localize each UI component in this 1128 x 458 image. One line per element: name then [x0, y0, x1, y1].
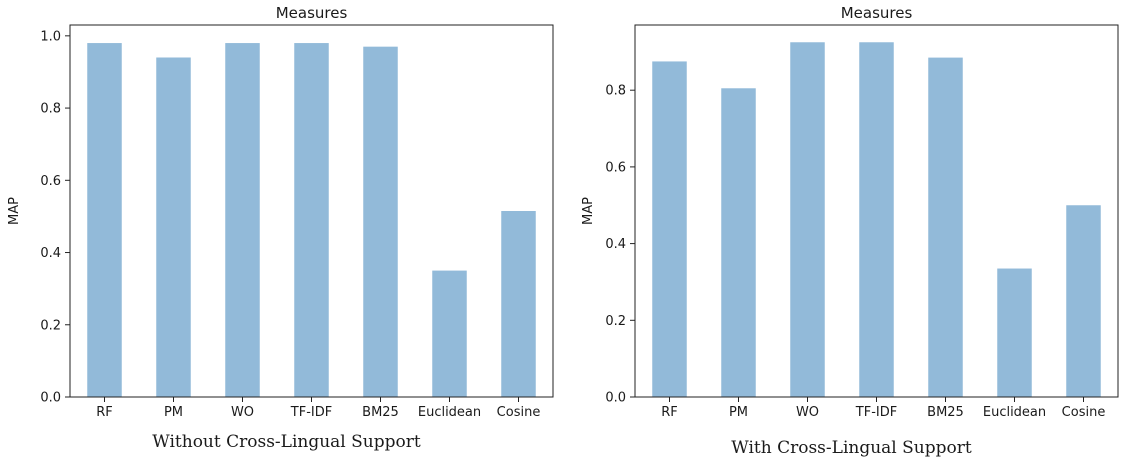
chart-title: Measures: [841, 4, 913, 22]
x-tick-label: BM25: [362, 405, 399, 420]
chart-caption: Without Cross-Lingual Support: [152, 432, 421, 452]
bar-tf-idf: [859, 42, 894, 397]
y-tick-label: 0.0: [605, 391, 626, 406]
y-axis-label: MAP: [7, 197, 22, 225]
bar-tf-idf: [294, 43, 329, 398]
bar-pm: [721, 88, 756, 397]
chart-title: Measures: [276, 4, 348, 22]
x-tick-label: RF: [661, 405, 678, 420]
bar-euclidean: [432, 270, 467, 397]
bar-wo: [225, 43, 260, 398]
bar-rf: [652, 61, 687, 398]
y-tick-label: 0.0: [40, 391, 61, 406]
y-tick-label: 0.2: [605, 314, 626, 329]
x-tick-label: TF-IDF: [855, 405, 897, 420]
chart-panel-2: 0.0 0.2 0.4 0.6 0.8 RF PM WO TF-IDF BM25 Euclidean…: [581, 4, 1119, 458]
y-tick-label: 0.4: [40, 246, 61, 261]
bar-cosine: [501, 211, 536, 397]
y-tick-label: 0.8: [605, 84, 626, 99]
x-tick-label: PM: [164, 405, 183, 420]
y-tick-label: 1.0: [40, 29, 61, 44]
x-tick-label: WO: [796, 405, 819, 420]
chart-panel-1: 0.0 0.2 0.4 0.6 0.8 1.0 RF PM WO TF-IDF BM25 Euclid…: [7, 4, 554, 452]
x-tick-label: BM25: [927, 405, 964, 420]
y-tick-label: 0.4: [605, 237, 626, 252]
x-tick-label: Euclidean: [983, 405, 1046, 420]
x-tick-label: PM: [729, 405, 748, 420]
bar-euclidean: [997, 268, 1032, 397]
x-tick-label: Cosine: [497, 405, 541, 420]
bar-pm: [156, 57, 191, 397]
y-tick-label: 0.8: [40, 102, 61, 117]
y-axis-label: MAP: [581, 197, 596, 225]
bar-bm25: [363, 46, 398, 398]
bar-bm25: [928, 57, 963, 397]
bar-rf: [87, 43, 122, 398]
chart-caption: With Cross-Lingual Support: [731, 438, 972, 458]
x-tick-label: RF: [96, 405, 113, 420]
x-tick-label: Euclidean: [418, 405, 481, 420]
y-tick-label: 0.6: [605, 160, 626, 175]
x-tick-label: Cosine: [1062, 405, 1106, 420]
bar-wo: [790, 42, 825, 397]
y-tick-label: 0.2: [40, 318, 61, 333]
y-tick-label: 0.6: [40, 174, 61, 189]
x-tick-label: WO: [231, 405, 254, 420]
bar-cosine: [1066, 205, 1101, 397]
x-tick-label: TF-IDF: [290, 405, 332, 420]
